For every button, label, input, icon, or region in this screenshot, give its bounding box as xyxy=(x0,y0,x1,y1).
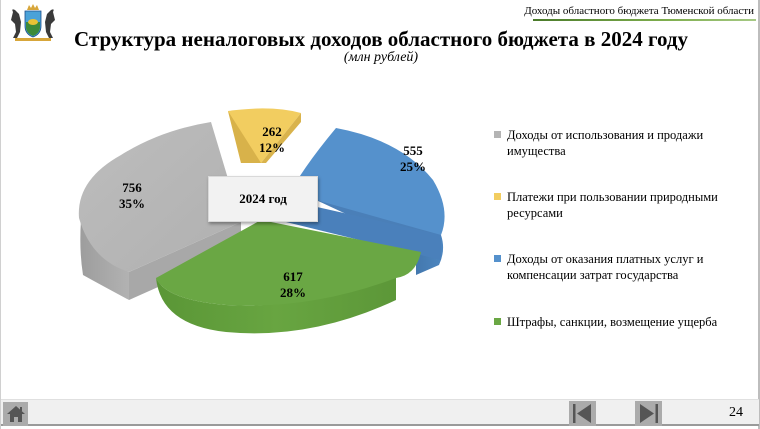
value-yellow: 262 xyxy=(262,124,282,139)
next-slide-button[interactable] xyxy=(635,401,662,426)
footer-bar xyxy=(1,399,759,426)
data-label-blue: 555 25% xyxy=(388,143,438,175)
data-label-green: 617 28% xyxy=(268,269,318,301)
legend-swatch-green xyxy=(494,318,501,325)
slice-blue xyxy=(286,128,445,275)
legend-swatch-blue xyxy=(494,255,501,262)
percent-green: 28% xyxy=(280,285,306,300)
value-green: 617 xyxy=(283,269,303,284)
previous-slide-button[interactable] xyxy=(569,401,596,426)
value-gray: 756 xyxy=(122,180,142,195)
percent-yellow: 12% xyxy=(259,140,285,155)
legend-label: Доходы от использования и продажи имущес… xyxy=(507,128,704,158)
legend-item-fines: Штрафы, санкции, возмещение ущерба xyxy=(494,314,717,330)
header-title: Доходы областного бюджета Тюменской обла… xyxy=(524,5,754,17)
legend-item-paid-services: Доходы от оказания платных услуг и компе… xyxy=(494,251,744,283)
header-divider xyxy=(533,19,756,21)
legend-item-property: Доходы от использования и продажи имущес… xyxy=(494,127,744,159)
home-button[interactable] xyxy=(3,402,28,426)
legend-item-natural-resources: Платежи при пользовании природными ресур… xyxy=(494,189,744,221)
legend-label: Платежи при пользовании природными ресур… xyxy=(507,190,718,220)
slice-yellow xyxy=(228,108,301,163)
data-label-gray: 756 35% xyxy=(107,180,157,212)
legend-swatch-yellow xyxy=(494,193,501,200)
coat-of-arms-icon xyxy=(5,2,61,44)
center-year-label: 2024 год xyxy=(208,176,318,222)
skip-next-icon xyxy=(640,404,658,423)
percent-blue: 25% xyxy=(400,159,426,174)
value-blue: 555 xyxy=(403,143,423,158)
percent-gray: 35% xyxy=(119,196,145,211)
legend-swatch-gray xyxy=(494,131,501,138)
legend-label: Штрафы, санкции, возмещение ущерба xyxy=(507,315,718,329)
skip-previous-icon xyxy=(573,404,591,423)
data-label-yellow: 262 12% xyxy=(247,124,297,156)
slice-green xyxy=(156,220,421,334)
slide-subtitle: (млн рублей) xyxy=(343,50,419,65)
slide-title: Структура неналоговых доходов областного… xyxy=(74,27,688,51)
page-number: 24 xyxy=(729,405,743,420)
home-icon xyxy=(6,406,25,422)
legend-label: Доходы от оказания платных услуг и компе… xyxy=(507,252,704,282)
pie-chart xyxy=(61,100,461,340)
